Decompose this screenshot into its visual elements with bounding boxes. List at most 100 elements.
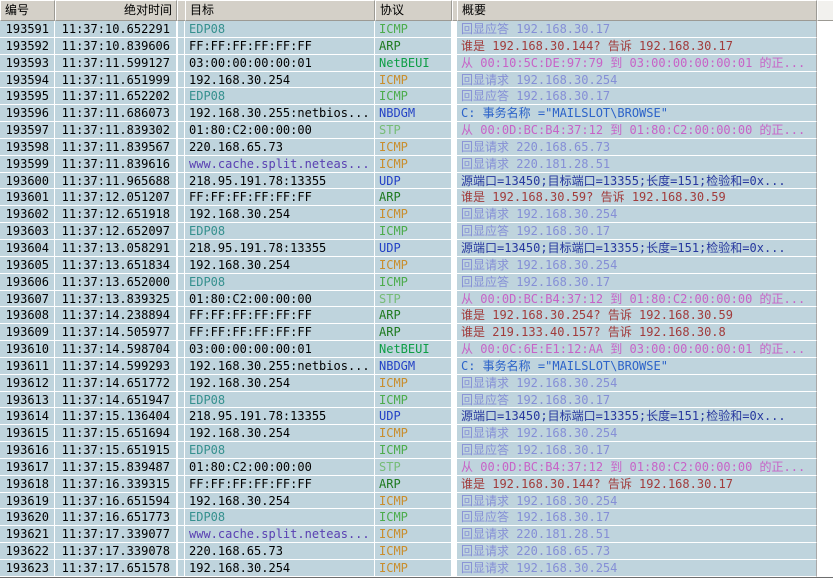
table-row[interactable]: 193616 11:37:15.651915 EDP08 ICMP 回显应答 192.1… xyxy=(0,442,833,459)
cell-number: 193606 xyxy=(0,273,55,291)
table-row[interactable]: 193591 11:37:10.652291 EDP08 ICMP 回显应答 192.1… xyxy=(0,21,833,38)
cell-protocol: NetBEUI xyxy=(375,54,452,72)
table-row[interactable]: 193597 11:37:11.839302 01:80:C2:00:00:00 ST… xyxy=(0,122,833,139)
cell-gap-1 xyxy=(177,391,185,409)
cell-protocol: ICMP xyxy=(375,543,452,560)
table-row[interactable]: 193594 11:37:11.651999 192.168.30.254 ICMP 回… xyxy=(0,71,833,89)
cell-protocol: UDP xyxy=(375,172,452,190)
table-row[interactable]: 193618 11:37:16.339315 FF:FF:FF:FF:FF:FF AR… xyxy=(0,475,833,493)
table-row[interactable]: 193610 11:37:14.598704 03:00:00:00:00:01 Ne… xyxy=(0,341,833,358)
cell-protocol: UDP xyxy=(375,239,452,257)
cell-gap-1 xyxy=(177,105,185,123)
cell-protocol: ICMP xyxy=(375,256,452,274)
cell-summary: 回显应答 192.168.30.17 xyxy=(457,88,817,106)
table-row[interactable]: 193611 11:37:14.599293 192.168.30.255:netb… xyxy=(0,357,833,375)
cell-gap-2 xyxy=(452,71,457,89)
cell-endcap xyxy=(817,543,833,560)
cell-target: 192.168.30.254 xyxy=(185,374,375,392)
cell-protocol: ARP xyxy=(375,324,452,342)
cell-time: 11:37:12.651918 xyxy=(55,206,177,224)
table-row[interactable]: 193598 11:37:11.839567 220.168.65.73 ICMP 回显… xyxy=(0,138,833,156)
cell-endcap xyxy=(817,324,833,342)
table-row[interactable]: 193596 11:37:11.686073 192.168.30.255:netb… xyxy=(0,105,833,123)
cell-protocol: NBDGM xyxy=(375,357,452,375)
cell-gap-1 xyxy=(177,560,185,577)
table-row[interactable]: 193609 11:37:14.505977 FF:FF:FF:FF:FF:FF AR… xyxy=(0,324,833,342)
cell-protocol: STP xyxy=(375,122,452,139)
cell-target: FF:FF:FF:FF:FF:FF xyxy=(185,475,375,493)
cell-gap-2 xyxy=(452,543,457,560)
cell-endcap xyxy=(817,273,833,291)
cell-gap-2 xyxy=(452,475,457,493)
cell-endcap xyxy=(817,560,833,577)
cell-gap-2 xyxy=(452,408,457,426)
cell-protocol: ICMP xyxy=(375,492,452,510)
table-row[interactable]: 193620 11:37:16.651773 EDP08 ICMP 回显应答 192.1… xyxy=(0,509,833,527)
cell-gap-1 xyxy=(177,492,185,510)
cell-number: 193601 xyxy=(0,189,55,207)
table-row[interactable]: 193613 11:37:14.651947 EDP08 ICMP 回显应答 192.1… xyxy=(0,391,833,409)
cell-endcap xyxy=(817,206,833,224)
cell-endcap xyxy=(817,374,833,392)
table-row[interactable]: 193622 11:37:17.339078 220.168.65.73 ICMP 回显… xyxy=(0,543,833,560)
cell-endcap xyxy=(817,475,833,493)
cell-gap-1 xyxy=(177,122,185,139)
cell-number: 193612 xyxy=(0,374,55,392)
cell-target: FF:FF:FF:FF:FF:FF xyxy=(185,37,375,55)
column-header-time[interactable]: 绝对时间 xyxy=(55,0,177,21)
table-row[interactable]: 193612 11:37:14.651772 192.168.30.254 ICMP 回… xyxy=(0,374,833,392)
table-row[interactable]: 193617 11:37:15.839487 01:80:C2:00:00:00 ST… xyxy=(0,458,833,476)
cell-protocol: ARP xyxy=(375,475,452,493)
cell-target: 03:00:00:00:00:01 xyxy=(185,341,375,358)
cell-endcap xyxy=(817,138,833,156)
table-row[interactable]: 193603 11:37:12.652097 EDP08 ICMP 回显应答 192.1… xyxy=(0,223,833,240)
table-row[interactable]: 193623 11:37:17.651578 192.168.30.254 ICMP 回… xyxy=(0,560,833,577)
table-row[interactable]: 193604 11:37:13.058291 218.95.191.78:13355… xyxy=(0,239,833,257)
cell-protocol: ICMP xyxy=(375,374,452,392)
cell-protocol: ARP xyxy=(375,189,452,207)
cell-gap-1 xyxy=(177,324,185,342)
cell-time: 11:37:11.839302 xyxy=(55,122,177,139)
cell-protocol: ARP xyxy=(375,37,452,55)
table-row[interactable]: 193619 11:37:16.651594 192.168.30.254 ICMP 回… xyxy=(0,492,833,510)
table-row[interactable]: 193608 11:37:14.238894 FF:FF:FF:FF:FF:FF AR… xyxy=(0,307,833,325)
cell-gap-1 xyxy=(177,408,185,426)
column-header-summary[interactable]: 概要 xyxy=(457,0,817,21)
cell-gap-1 xyxy=(177,425,185,443)
cell-time: 11:37:14.599293 xyxy=(55,357,177,375)
cell-time: 11:37:14.598704 xyxy=(55,341,177,358)
cell-gap-2 xyxy=(452,560,457,577)
cell-gap-2 xyxy=(452,239,457,257)
cell-endcap xyxy=(817,105,833,123)
table-row[interactable]: 193605 11:37:13.651834 192.168.30.254 ICMP 回… xyxy=(0,256,833,274)
table-row[interactable]: 193600 11:37:11.965688 218.95.191.78:13355… xyxy=(0,172,833,190)
cell-time: 11:37:15.651694 xyxy=(55,425,177,443)
cell-number: 193594 xyxy=(0,71,55,89)
table-row[interactable]: 193593 11:37:11.599127 03:00:00:00:00:01 Ne… xyxy=(0,54,833,72)
table-row[interactable]: 193614 11:37:15.136404 218.95.191.78:13355… xyxy=(0,408,833,426)
cell-gap-2 xyxy=(452,324,457,342)
cell-gap-2 xyxy=(452,526,457,544)
table-row[interactable]: 193592 11:37:10.839606 FF:FF:FF:FF:FF:FF AR… xyxy=(0,37,833,55)
table-row[interactable]: 193621 11:37:17.339077 www.cache.split.net… xyxy=(0,526,833,544)
cell-gap-1 xyxy=(177,509,185,527)
table-row[interactable]: 193615 11:37:15.651694 192.168.30.254 ICMP 回… xyxy=(0,425,833,443)
cell-gap-2 xyxy=(452,122,457,139)
cell-protocol: UDP xyxy=(375,408,452,426)
cell-summary: 源端口=13450;目标端口=13355;长度=151;检验和=0x... xyxy=(457,239,817,257)
cell-summary: 从 00:0D:BC:B4:37:12 到 01:80:C2:00:00:00 … xyxy=(457,290,817,308)
column-header-protocol[interactable]: 协议 xyxy=(375,0,452,21)
cell-time: 11:37:11.839616 xyxy=(55,155,177,173)
column-header-target[interactable]: 目标 xyxy=(185,0,375,21)
table-row[interactable]: 193599 11:37:11.839616 www.cache.split.net… xyxy=(0,155,833,173)
table-row[interactable]: 193601 11:37:12.051207 FF:FF:FF:FF:FF:FF AR… xyxy=(0,189,833,207)
table-row[interactable]: 193606 11:37:13.652000 EDP08 ICMP 回显应答 192.1… xyxy=(0,273,833,291)
table-row[interactable]: 193607 11:37:13.839325 01:80:C2:00:00:00 ST… xyxy=(0,290,833,308)
table-row[interactable]: 193595 11:37:11.652202 EDP08 ICMP 回显应答 192.1… xyxy=(0,88,833,106)
cell-time: 11:37:16.651594 xyxy=(55,492,177,510)
cell-summary: 回显请求 192.168.30.254 xyxy=(457,256,817,274)
column-header-number[interactable]: 编号 xyxy=(0,0,55,21)
cell-time: 11:37:13.839325 xyxy=(55,290,177,308)
table-row[interactable]: 193602 11:37:12.651918 192.168.30.254 ICMP 回… xyxy=(0,206,833,224)
